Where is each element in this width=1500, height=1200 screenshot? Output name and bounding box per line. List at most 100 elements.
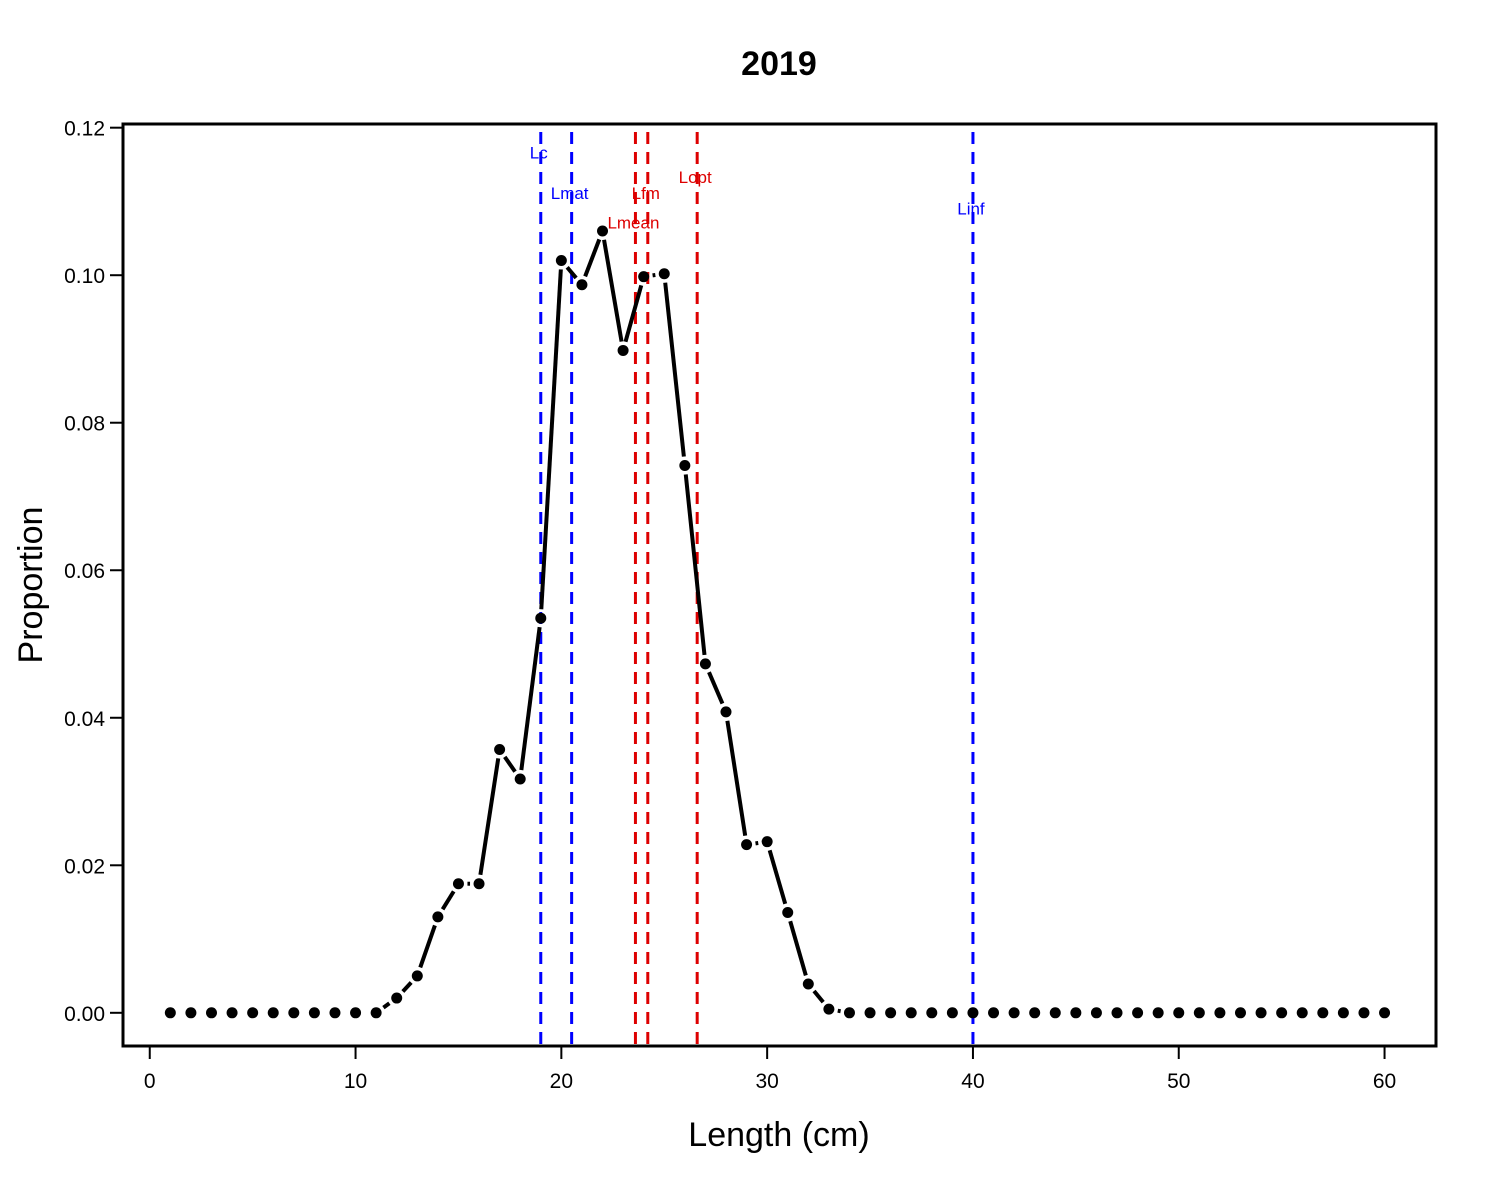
data-point bbox=[1132, 1007, 1144, 1019]
data-point bbox=[1379, 1007, 1391, 1019]
reference-lines: Lc Lmat Lmean Lfm Lopt Linf bbox=[530, 132, 985, 1046]
y-tick-label: 0.06 bbox=[64, 560, 105, 583]
y-tick-label: 0.12 bbox=[64, 118, 105, 141]
data-point bbox=[638, 271, 650, 283]
data-point bbox=[226, 1007, 238, 1019]
data-point bbox=[926, 1007, 938, 1019]
series-segment bbox=[725, 720, 748, 837]
series-segment bbox=[503, 755, 517, 773]
series-layer bbox=[164, 225, 1391, 1019]
data-point bbox=[864, 1007, 876, 1019]
data-point bbox=[1090, 1007, 1102, 1019]
data-point bbox=[391, 992, 403, 1004]
series-segment bbox=[788, 920, 808, 976]
data-point bbox=[1234, 1007, 1246, 1019]
data-point bbox=[1317, 1007, 1329, 1019]
data-point bbox=[782, 906, 794, 918]
ref-label-lopt: Lopt bbox=[679, 168, 712, 187]
data-point bbox=[267, 1007, 279, 1019]
y-tick-label: 0.00 bbox=[64, 1003, 105, 1026]
y-axis-label: Proportion bbox=[12, 507, 50, 664]
series-segment bbox=[663, 282, 686, 457]
series-segment bbox=[382, 1001, 391, 1010]
ref-label-lmat: Lmat bbox=[551, 184, 589, 203]
data-point bbox=[350, 1007, 362, 1019]
x-tick-label: 60 bbox=[1373, 1070, 1396, 1093]
data-point bbox=[679, 460, 691, 472]
series-segment bbox=[602, 239, 624, 342]
y-tick-label: 0.02 bbox=[64, 855, 105, 878]
data-point bbox=[1049, 1007, 1061, 1019]
ref-label-lc: Lc bbox=[530, 144, 548, 163]
data-point bbox=[1173, 1007, 1185, 1019]
data-point bbox=[185, 1007, 197, 1019]
data-point bbox=[905, 1007, 917, 1019]
series-segment bbox=[478, 758, 501, 876]
data-point bbox=[699, 658, 711, 670]
x-tick-label: 10 bbox=[344, 1070, 367, 1093]
data-point bbox=[741, 839, 753, 851]
data-point bbox=[761, 836, 773, 848]
series-segment bbox=[767, 849, 788, 905]
x-axis-label: Length (cm) bbox=[688, 1116, 869, 1154]
x-tick-label: 40 bbox=[961, 1070, 984, 1093]
data-point bbox=[1337, 1007, 1349, 1019]
data-point bbox=[370, 1007, 382, 1019]
x-tick-label: 20 bbox=[550, 1070, 573, 1093]
series-segment bbox=[683, 474, 707, 656]
x-tick-label: 30 bbox=[755, 1070, 778, 1093]
data-point bbox=[494, 743, 506, 755]
data-point bbox=[1296, 1007, 1308, 1019]
data-point bbox=[247, 1007, 259, 1019]
data-point bbox=[823, 1003, 835, 1015]
series-segment bbox=[539, 269, 563, 610]
series-segment bbox=[623, 284, 644, 343]
data-point bbox=[802, 978, 814, 990]
series-segment bbox=[583, 238, 602, 278]
data-point bbox=[288, 1007, 300, 1019]
data-point bbox=[1214, 1007, 1226, 1019]
data-point bbox=[1255, 1007, 1267, 1019]
series-segment bbox=[565, 266, 578, 280]
data-point bbox=[885, 1007, 897, 1019]
y-tick-label: 0.08 bbox=[64, 413, 105, 436]
x-tick-label: 50 bbox=[1167, 1070, 1190, 1093]
data-point bbox=[1008, 1007, 1020, 1019]
data-point bbox=[555, 254, 567, 266]
data-point bbox=[658, 268, 670, 280]
data-point bbox=[1276, 1007, 1288, 1019]
series-segment bbox=[401, 981, 413, 993]
data-point bbox=[452, 878, 464, 890]
data-point bbox=[1070, 1007, 1082, 1019]
data-point bbox=[514, 773, 526, 785]
data-point bbox=[205, 1007, 217, 1019]
data-point bbox=[946, 1007, 958, 1019]
data-point bbox=[473, 878, 485, 890]
data-point bbox=[308, 1007, 320, 1019]
data-point bbox=[988, 1007, 1000, 1019]
data-point bbox=[1193, 1007, 1205, 1019]
data-point bbox=[967, 1007, 979, 1019]
plot-border bbox=[121, 122, 1438, 1048]
data-point bbox=[617, 344, 629, 356]
series-segment bbox=[707, 671, 725, 705]
y-tick-label: 0.10 bbox=[64, 265, 105, 288]
data-point bbox=[843, 1007, 855, 1019]
data-point bbox=[576, 279, 588, 291]
series-segment bbox=[418, 924, 437, 969]
data-point bbox=[597, 225, 609, 237]
series-segment bbox=[519, 626, 542, 771]
y-tick-label: 0.04 bbox=[64, 708, 105, 731]
series-segment bbox=[440, 890, 456, 911]
data-point bbox=[535, 612, 547, 624]
data-point bbox=[329, 1007, 341, 1019]
series-segment bbox=[837, 1008, 841, 1014]
data-point bbox=[1029, 1007, 1041, 1019]
data-point bbox=[164, 1007, 176, 1019]
data-point bbox=[432, 911, 444, 923]
chart-title: 2019 bbox=[741, 45, 817, 83]
series-segment bbox=[812, 989, 825, 1004]
axes: 0 10 20 30 40 50 60 0.00 0.02 0.04 0.06 0.08 0.10 0.1… bbox=[64, 118, 1396, 1093]
